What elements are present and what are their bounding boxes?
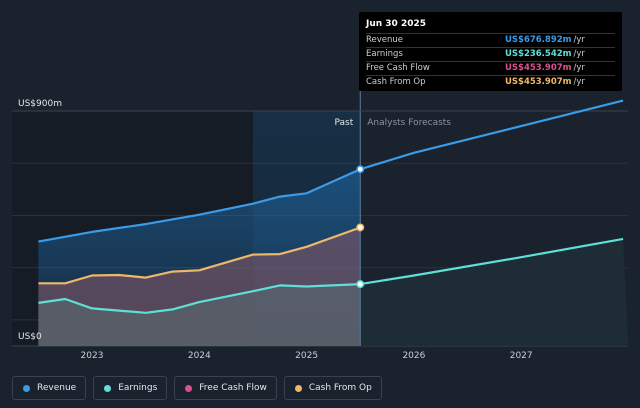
- x-tick-label: 2026: [402, 351, 425, 361]
- legend-dot-icon: [294, 384, 302, 392]
- cash-from-op-line: [38, 226, 361, 285]
- y-bottom-label: US$0: [18, 332, 42, 342]
- tooltip-row-revenue: Revenue US$676.892m /yr: [366, 33, 615, 47]
- earnings-forecast-area: [360, 238, 628, 346]
- legend-item-revenue[interactable]: Revenue: [12, 376, 87, 400]
- tooltip-value: US$453.907m: [505, 77, 572, 87]
- past-label: Past: [334, 118, 353, 128]
- tooltip-row-cash-from-op: Cash From Op US$453.907m /yr: [366, 75, 615, 89]
- tooltip-label: Earnings: [366, 49, 403, 59]
- legend-dot-icon: [185, 384, 193, 392]
- forecast-label: Analysts Forecasts: [367, 118, 451, 128]
- tooltip-unit: /yr: [573, 35, 585, 45]
- legend-dot-icon: [23, 384, 30, 392]
- tooltip-label: Revenue: [366, 35, 404, 45]
- tooltip-row-earnings: Earnings US$236.542m /yr: [366, 47, 615, 61]
- earnings-area: [38, 284, 361, 346]
- x-tick-label: 2024: [188, 351, 211, 361]
- x-tick-label: 2023: [81, 351, 104, 361]
- tooltip-label: Cash From Op: [366, 77, 426, 87]
- legend-label: Revenue: [37, 383, 77, 393]
- tooltip-value: US$676.892m: [505, 35, 572, 45]
- y-top-label: US$900m: [18, 99, 62, 109]
- tooltip: Jun 30 2025 Revenue US$676.892m /yr Earn…: [359, 12, 622, 91]
- tooltip-unit: /yr: [573, 77, 585, 87]
- revenue-forecast-line: [359, 99, 624, 171]
- legend-label: Free Cash Flow: [199, 383, 267, 393]
- tooltip-unit: /yr: [573, 49, 585, 59]
- tooltip-value: US$453.907m: [505, 63, 572, 73]
- revenue-line: [38, 168, 361, 243]
- legend-dot-icon: [104, 384, 112, 392]
- legend-label: Cash From Op: [308, 383, 372, 393]
- earnings-line: [38, 283, 361, 314]
- revenue-marker: [356, 165, 365, 174]
- x-tick-label: 2027: [510, 351, 533, 361]
- legend: Revenue Earnings Free Cash Flow Cash Fro…: [12, 376, 389, 400]
- tooltip-value: US$236.542m: [505, 49, 572, 59]
- x-tick-label: 2025: [295, 351, 318, 361]
- tooltip-unit: /yr: [573, 63, 585, 73]
- tooltip-label: Free Cash Flow: [366, 63, 430, 73]
- legend-label: Earnings: [118, 383, 158, 393]
- tooltip-date: Jun 30 2025: [366, 19, 427, 29]
- earnings-forecast-line: [360, 237, 624, 286]
- legend-item-earnings[interactable]: Earnings: [93, 376, 168, 400]
- tooltip-row-free-cash-flow: Free Cash Flow US$453.907m /yr: [366, 61, 615, 75]
- legend-item-cash-from-op[interactable]: Cash From Op: [283, 376, 382, 400]
- cash-from-op-marker: [356, 223, 365, 232]
- earnings-marker: [356, 280, 365, 289]
- legend-item-free-cash-flow[interactable]: Free Cash Flow: [174, 376, 277, 400]
